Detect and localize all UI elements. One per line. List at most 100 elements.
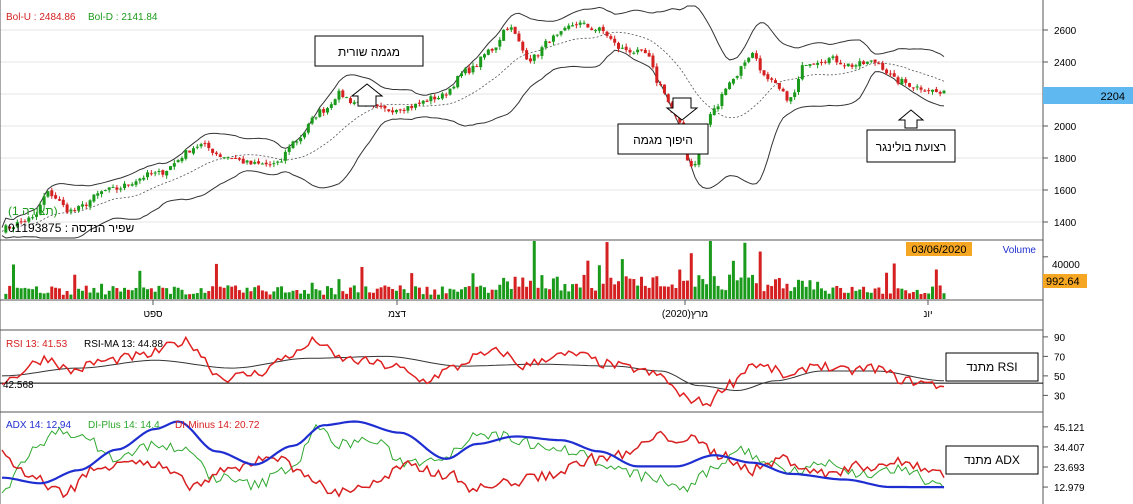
- bol-d-label: Bol-D : 2141.84: [88, 12, 158, 23]
- candle-body: [456, 75, 460, 88]
- candle-body: [724, 88, 728, 95]
- candle-body: [471, 65, 475, 73]
- candle-body: [479, 56, 483, 68]
- candle-body: [931, 89, 935, 92]
- volume-bar: [505, 281, 509, 299]
- volume-bar: [682, 280, 686, 299]
- candle-body: [172, 163, 176, 167]
- candle-body: [517, 33, 521, 42]
- volume-bar: [61, 294, 65, 299]
- candle-body: [414, 103, 418, 108]
- candle-body: [689, 161, 693, 167]
- candle-body: [831, 56, 835, 59]
- candle-body: [406, 106, 410, 111]
- volume-bar: [705, 284, 709, 299]
- candle-body: [808, 64, 812, 66]
- volume-bar: [410, 273, 414, 299]
- volume-bar: [643, 285, 647, 299]
- price-badge-text: 2204: [1101, 91, 1125, 103]
- volume-bar: [498, 284, 502, 299]
- candle-body: [100, 191, 104, 195]
- volume-bar: [777, 278, 781, 299]
- candle-body: [111, 187, 115, 189]
- candle-body: [528, 58, 532, 62]
- candle-body: [816, 62, 820, 65]
- candle-body: [823, 61, 827, 63]
- candle-body: [268, 164, 272, 166]
- volume-bar: [406, 292, 410, 299]
- candle-body: [467, 67, 471, 74]
- volume-bar: [559, 290, 563, 299]
- volume-bar: [460, 289, 464, 299]
- volume-bar: [632, 279, 636, 299]
- price-tick-label: 2000: [1054, 122, 1077, 133]
- candle-body: [69, 209, 73, 212]
- squeeze-text: רצועת בולינגר: [876, 140, 947, 154]
- candle-body: [341, 90, 345, 98]
- volume-bar: [751, 274, 755, 299]
- candle-body: [609, 36, 613, 39]
- rsi-line: [1, 335, 945, 407]
- candle-body: [877, 63, 881, 65]
- volume-bar: [218, 286, 222, 299]
- volume-bar: [739, 277, 743, 299]
- volume-bar: [291, 290, 295, 299]
- candle-body: [854, 65, 858, 67]
- di-minus-line: [1, 430, 945, 499]
- volume-bar: [322, 294, 326, 299]
- volume-bar: [647, 287, 651, 299]
- volume-bar: [743, 242, 747, 299]
- volume-bar: [685, 280, 689, 299]
- volume-bar: [517, 286, 521, 299]
- volume-bar: [651, 277, 655, 299]
- volume-bar: [348, 287, 352, 299]
- candle-body: [161, 170, 165, 175]
- candle-body: [283, 151, 287, 161]
- volume-bar: [850, 286, 854, 299]
- volume-bar: [915, 289, 919, 299]
- candle-body: [796, 78, 800, 93]
- volume-bar: [567, 291, 571, 299]
- volume-bar: [938, 285, 942, 299]
- candle-body: [188, 150, 192, 153]
- volume-bar: [888, 293, 892, 299]
- candle-body: [766, 74, 770, 80]
- candle-body: [571, 25, 575, 27]
- volume-bar: [636, 285, 640, 299]
- volume-bar: [134, 287, 138, 299]
- volume-bar: [555, 276, 559, 299]
- volume-bar: [272, 291, 276, 299]
- squeeze-box: [866, 129, 956, 163]
- volume-bar: [280, 286, 284, 299]
- candle-body: [375, 104, 379, 107]
- adx-tick-label: 12.979: [1054, 483, 1085, 494]
- volume-bar: [333, 294, 337, 299]
- volume-bar: [919, 294, 923, 299]
- candle-body: [23, 221, 27, 223]
- candle-body: [781, 88, 785, 92]
- volume-bar: [433, 289, 437, 299]
- volume-bar: [754, 283, 758, 299]
- candle-body: [938, 91, 942, 94]
- candle-body: [448, 88, 452, 95]
- volume-bar: [421, 294, 425, 299]
- volume-bar: [191, 293, 195, 299]
- candle-body: [245, 160, 249, 163]
- volume-bar: [793, 287, 797, 299]
- volume-bar: [318, 290, 322, 299]
- price-tick-label: 1600: [1054, 186, 1077, 197]
- volume-bar: [571, 284, 575, 299]
- candle-body: [383, 105, 387, 109]
- candle-body: [827, 58, 831, 64]
- volume-bar: [299, 293, 303, 299]
- rsi-ma-line: [1, 355, 945, 392]
- volume-bar: [563, 284, 567, 299]
- candle-body: [643, 49, 647, 54]
- candle-body: [241, 158, 245, 164]
- candle-body: [915, 86, 919, 88]
- candle-body: [513, 26, 517, 34]
- candle-body: [31, 217, 35, 219]
- volume-bar: [724, 290, 728, 299]
- volume-bar: [54, 287, 58, 299]
- candle-body: [184, 150, 188, 159]
